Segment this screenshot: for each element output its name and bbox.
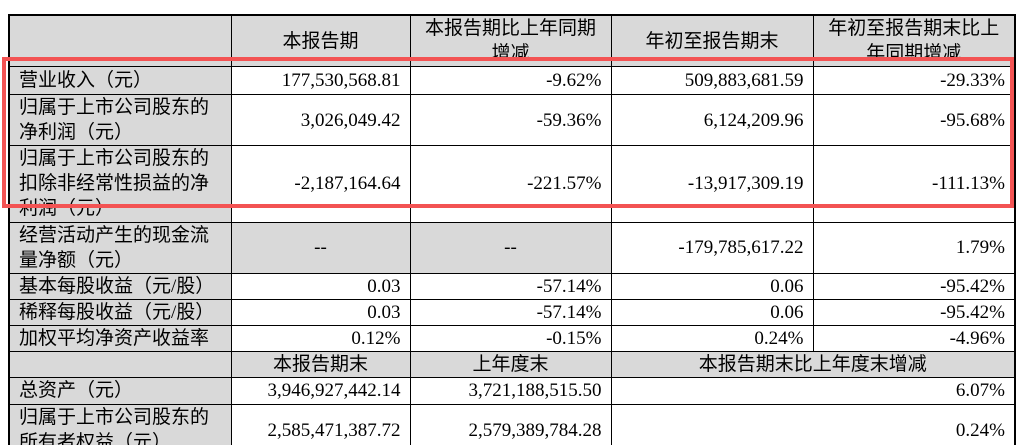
- col-header-period-end-change: 本报告期末比上年度末增减: [610, 350, 1016, 379]
- col-header-prev-year-end: 上年度末: [409, 350, 612, 379]
- value-ytd: 0.06: [610, 298, 814, 326]
- table-row-total-assets: 总资产（元） 3,946,927,442.14 3,721,188,515.50…: [8, 377, 1016, 406]
- value-yoy-change: -59.36%: [409, 94, 612, 147]
- value-ytd-change: -95.68%: [812, 94, 1016, 147]
- value-period-end-change: 6.07%: [610, 377, 1016, 406]
- value-ytd-change: -111.13%: [812, 145, 1016, 223]
- value-prev-year-end: 2,579,389,784.28: [409, 404, 612, 445]
- value-yoy-change: -9.62%: [409, 66, 612, 96]
- value-current: 0.12%: [230, 324, 411, 352]
- table-row-net-profit-excl-nonrecurring: 归属于上市公司股东的扣除非经常性损益的净利润（元） -2,187,164.64 …: [8, 145, 1016, 223]
- table-header-row: 本报告期 本报告期比上年同期增减 年初至报告期末 年初至报告期末比上年同期增减: [8, 14, 1016, 68]
- col-header-current-period-yoy: 本报告期比上年同期增减: [409, 14, 612, 68]
- value-current: 0.03: [230, 272, 411, 300]
- value-ytd: 0.06: [610, 272, 814, 300]
- table-row-net-profit: 归属于上市公司股东的净利润（元） 3,026,049.42 -59.36% 6,…: [8, 94, 1016, 147]
- col-header-current-period: 本报告期: [230, 14, 411, 68]
- metric-label: 总资产（元）: [8, 377, 232, 406]
- value-ytd-change: -95.42%: [812, 272, 1016, 300]
- metric-label: 加权平均净资产收益率: [8, 324, 232, 352]
- table-row-diluted-eps: 稀释每股收益（元/股） 0.03 -57.14% 0.06 -95.42%: [8, 298, 1016, 326]
- value-yoy-change: -0.15%: [409, 324, 612, 352]
- value-yoy-change: -57.14%: [409, 298, 612, 326]
- table-subheader-row: 本报告期末 上年度末 本报告期末比上年度末增减: [8, 350, 1016, 379]
- value-current: --: [230, 221, 411, 274]
- value-ytd: 6,124,209.96: [610, 94, 814, 147]
- value-yoy-change: -221.57%: [409, 145, 612, 223]
- corner-cell: [8, 14, 232, 68]
- value-current: 3,026,049.42: [230, 94, 411, 147]
- financial-summary-table: 本报告期 本报告期比上年同期增减 年初至报告期末 年初至报告期末比上年同期增减 …: [8, 14, 1016, 445]
- table-row-weighted-roe: 加权平均净资产收益率 0.12% -0.15% 0.24% -4.96%: [8, 324, 1016, 352]
- col-header-period-end: 本报告期末: [230, 350, 411, 379]
- value-period-end: 2,585,471,387.72: [230, 404, 411, 445]
- value-ytd: 0.24%: [610, 324, 814, 352]
- value-prev-year-end: 3,721,188,515.50: [409, 377, 612, 406]
- value-current: -2,187,164.64: [230, 145, 411, 223]
- col-header-ytd: 年初至报告期末: [610, 14, 814, 68]
- value-current: 0.03: [230, 298, 411, 326]
- value-period-end: 3,946,927,442.14: [230, 377, 411, 406]
- value-yoy-change: --: [409, 221, 612, 274]
- metric-label: 稀释每股收益（元/股）: [8, 298, 232, 326]
- corner-cell: [8, 350, 232, 379]
- value-ytd: 509,883,681.59: [610, 66, 814, 96]
- table-row-basic-eps: 基本每股收益（元/股） 0.03 -57.14% 0.06 -95.42%: [8, 272, 1016, 300]
- metric-label: 营业收入（元）: [8, 66, 232, 96]
- value-ytd: -13,917,309.19: [610, 145, 814, 223]
- value-ytd-change: -4.96%: [812, 324, 1016, 352]
- value-current: 177,530,568.81: [230, 66, 411, 96]
- table-row-revenue: 营业收入（元） 177,530,568.81 -9.62% 509,883,68…: [8, 66, 1016, 96]
- metric-label: 经营活动产生的现金流量净额（元）: [8, 221, 232, 274]
- metric-label: 归属于上市公司股东的所有者权益（元）: [8, 404, 232, 445]
- metric-label: 归属于上市公司股东的扣除非经常性损益的净利润（元）: [8, 145, 232, 223]
- value-ytd: -179,785,617.22: [610, 221, 814, 274]
- value-period-end-change: 0.24%: [610, 404, 1016, 445]
- metric-label: 基本每股收益（元/股）: [8, 272, 232, 300]
- value-ytd-change: -95.42%: [812, 298, 1016, 326]
- col-header-ytd-yoy: 年初至报告期末比上年同期增减: [812, 14, 1016, 68]
- value-yoy-change: -57.14%: [409, 272, 612, 300]
- metric-label: 归属于上市公司股东的净利润（元）: [8, 94, 232, 147]
- value-ytd-change: 1.79%: [812, 221, 1016, 274]
- table-row-owners-equity: 归属于上市公司股东的所有者权益（元） 2,585,471,387.72 2,57…: [8, 404, 1016, 445]
- table-row-operating-cash-flow: 经营活动产生的现金流量净额（元） -- -- -179,785,617.22 1…: [8, 221, 1016, 274]
- value-ytd-change: -29.33%: [812, 66, 1016, 96]
